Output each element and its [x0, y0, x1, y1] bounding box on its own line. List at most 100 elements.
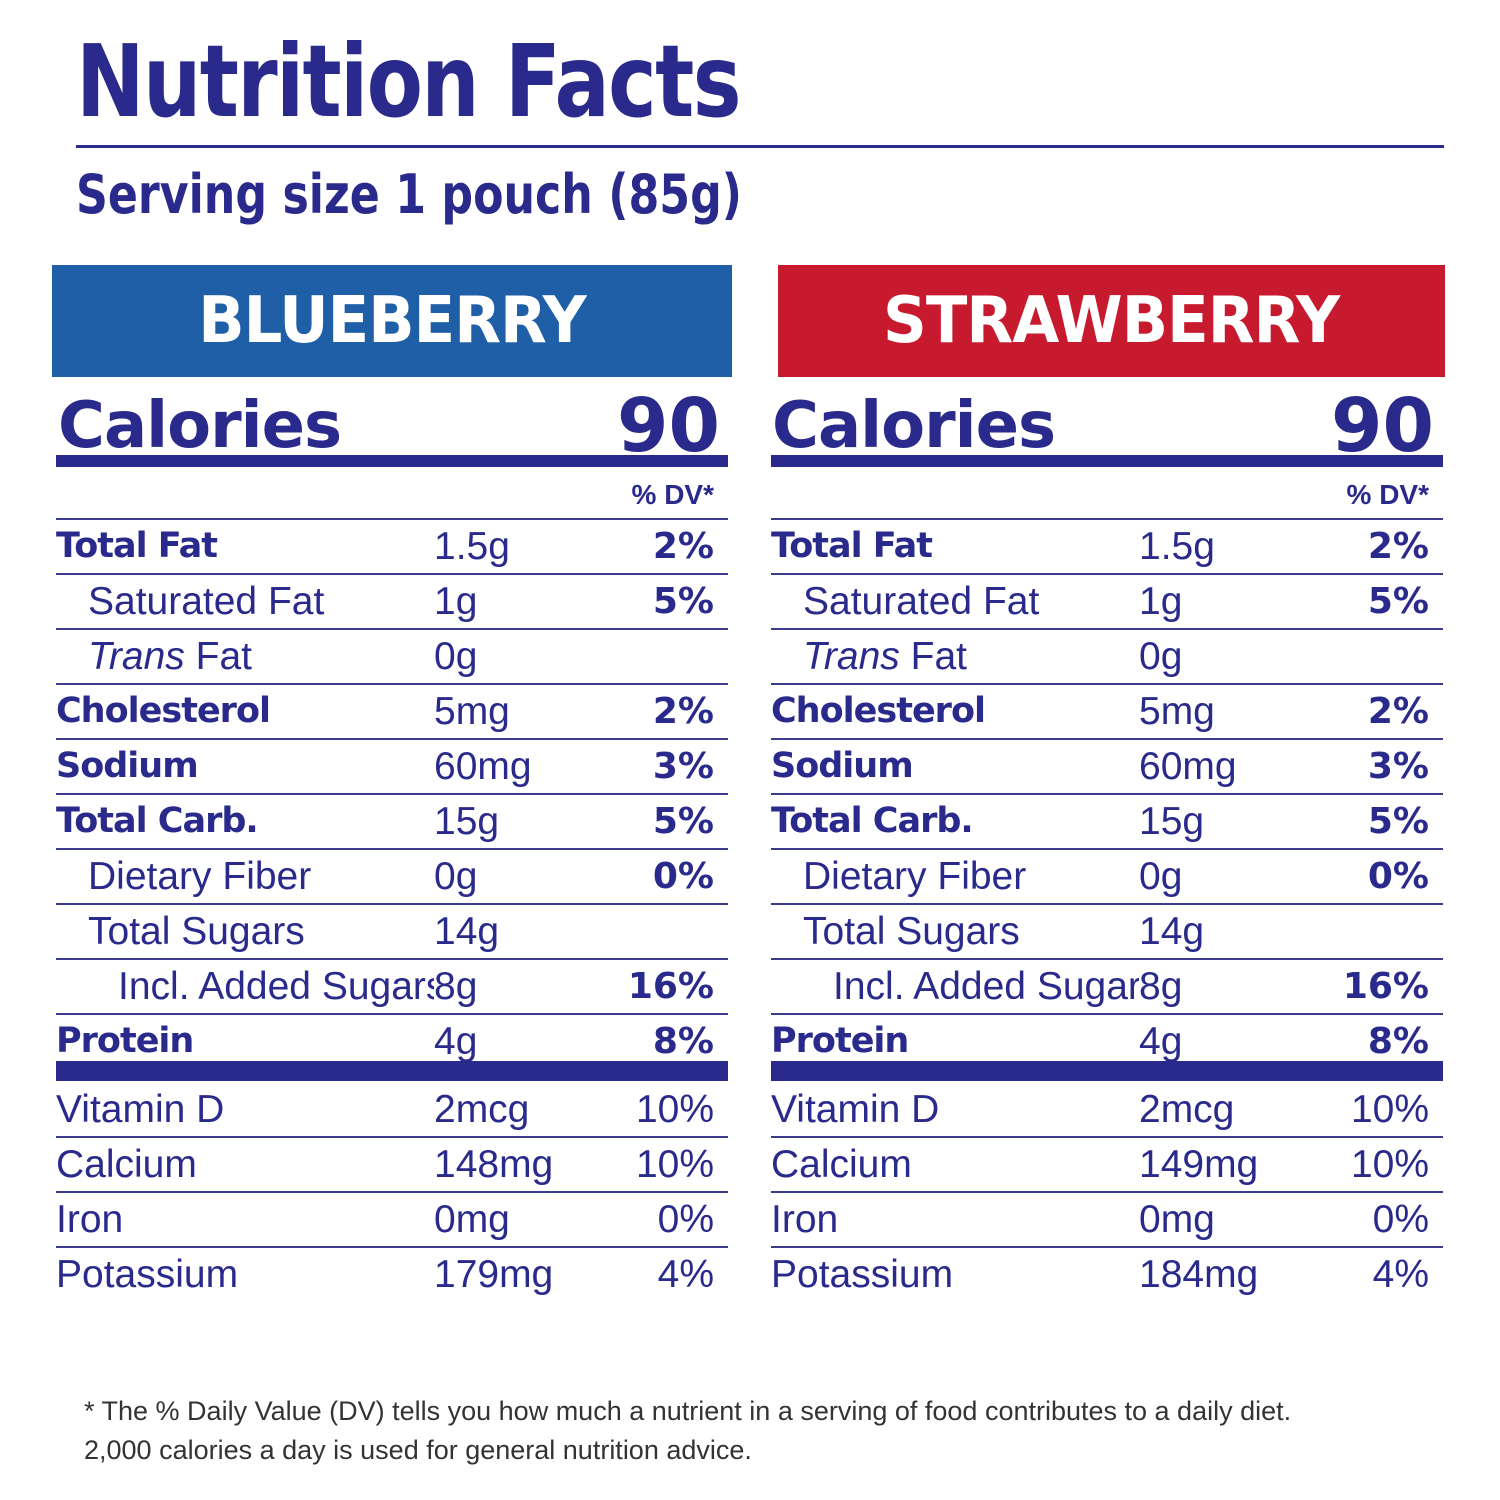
flavor-name: BLUEBERRY	[198, 284, 586, 358]
table-row: Total Sugars 14g	[771, 904, 1443, 960]
nutrient-name: Saturated Fat	[56, 574, 434, 630]
nutrient-amount: 0g	[1139, 849, 1313, 905]
vitamin-dv: 10%	[1313, 1083, 1443, 1138]
vitamin-amount: 0mg	[1139, 1192, 1313, 1248]
nutrient-dv: 16%	[598, 959, 728, 1015]
vitamin-name: Calcium	[771, 1137, 1139, 1193]
vitamin-amount: 184mg	[1139, 1253, 1259, 1296]
nutrient-dv: 0%	[1313, 849, 1443, 905]
flavor-header-strawberry: STRAWBERRY	[778, 265, 1445, 377]
table-row: Vitamin D 2mcg 10%	[771, 1083, 1443, 1138]
nutrient-name: Cholesterol	[771, 684, 1139, 740]
nutrient-name: Sodium	[56, 739, 434, 795]
nutrient-amount: 60mg	[1139, 739, 1313, 795]
vitamin-amount: 2mcg	[1139, 1083, 1313, 1138]
flavor-header-blueberry: BLUEBERRY	[52, 265, 732, 377]
table-row: Incl. Added Sugars 8g 16%	[771, 959, 1443, 1015]
table-row: Saturated Fat 1g 5%	[771, 574, 1443, 630]
table-row: Dietary Fiber 0g 0%	[56, 849, 728, 905]
vitamin-name: Vitamin D	[56, 1083, 434, 1138]
calories-divider	[56, 455, 728, 467]
nutrient-dv: 3%	[598, 739, 728, 795]
vitamin-name: Calcium	[56, 1137, 434, 1193]
nutrient-dv	[598, 904, 728, 960]
table-row: Vitamin D 2mcg 10%	[56, 1083, 728, 1138]
nutrient-amount: 0g	[1139, 629, 1313, 685]
nutrient-dv: 16%	[1313, 959, 1443, 1015]
nutrient-amount: 60mg	[434, 739, 598, 795]
nutrient-table: Total Fat 1.5g 2% Saturated Fat 1g 5% Tr…	[771, 520, 1443, 1068]
nutrient-amount: 5mg	[434, 684, 598, 740]
nutrient-dv	[1313, 629, 1443, 685]
calories-row: Calories 90	[772, 377, 1434, 469]
vitamin-name: Potassium	[771, 1253, 954, 1296]
nutrient-name: Total Carb.	[56, 794, 434, 850]
dv-header: % DV*	[631, 479, 714, 510]
footnote-line-1: * The % Daily Value (DV) tells you how m…	[84, 1396, 1292, 1426]
nutrient-amount: 0g	[434, 849, 598, 905]
nutrient-name: Trans Fat	[771, 629, 1139, 685]
nutrient-name: Total Sugars	[771, 904, 1139, 960]
flavor-name: STRAWBERRY	[883, 284, 1340, 358]
nutrient-name: Incl. Added Sugars	[771, 959, 1139, 1015]
nutrient-name: Cholesterol	[56, 684, 434, 740]
nutrient-dv: 5%	[1313, 574, 1443, 630]
dv-header-divider	[56, 518, 728, 520]
table-row: Sodium 60mg 3%	[56, 739, 728, 795]
calories-row: Calories 90	[58, 377, 720, 469]
nutrient-name: Incl. Added Sugars	[56, 959, 434, 1015]
nutrient-amount: 1.5g	[1139, 520, 1313, 575]
calories-label: Calories	[772, 389, 1056, 463]
calories-value: 90	[1331, 383, 1434, 469]
table-row: Trans Fat 0g	[56, 629, 728, 685]
nutrient-name: Total Carb.	[771, 794, 1139, 850]
vitamin-name: Iron	[56, 1192, 434, 1248]
nutrient-dv: 5%	[1313, 794, 1443, 850]
vitamin-dv: 0%	[1313, 1192, 1443, 1248]
dv-header-divider	[771, 518, 1443, 520]
nutrient-amount: 1.5g	[434, 520, 598, 575]
nutrient-dv: 5%	[598, 574, 728, 630]
table-row: Sodium 60mg 3%	[771, 739, 1443, 795]
nutrient-name: Total Sugars	[56, 904, 434, 960]
vitamin-table: Vitamin D 2mcg 10% Calcium 148mg 10% Iro…	[56, 1083, 728, 1301]
nutrient-dv: 2%	[1313, 520, 1443, 575]
nutrient-amount: 4g	[1139, 1020, 1183, 1063]
table-row: Protein 4g 8%	[56, 1014, 728, 1068]
nutrient-name: Saturated Fat	[771, 574, 1139, 630]
nutrient-dv: 8%	[652, 1021, 714, 1062]
table-row: Cholesterol 5mg 2%	[56, 684, 728, 740]
footnote-line-2: 2,000 calories a day is used for general…	[84, 1435, 752, 1465]
nutrient-amount: 15g	[1139, 794, 1313, 850]
nutrient-amount: 0g	[434, 629, 598, 685]
vitamin-amount: 2mcg	[434, 1083, 598, 1138]
nutrient-dv	[1313, 904, 1443, 960]
table-row: Total Carb. 15g 5%	[771, 794, 1443, 850]
vitamin-dv: 10%	[1313, 1137, 1443, 1193]
dv-footnote: * The % Daily Value (DV) tells you how m…	[84, 1392, 1384, 1470]
title-divider	[76, 145, 1444, 148]
dv-header: % DV*	[1346, 479, 1429, 510]
vitamin-amount: 149mg	[1139, 1137, 1313, 1193]
vitamin-amount: 179mg	[434, 1253, 554, 1296]
vitamin-name: Vitamin D	[771, 1083, 1139, 1138]
vitamins-divider	[56, 1061, 728, 1081]
nutrient-dv: 2%	[1313, 684, 1443, 740]
nutrient-amount: 5mg	[1139, 684, 1313, 740]
table-row: Potassium 179mg 4%	[56, 1247, 728, 1301]
nutrient-amount: 1g	[1139, 574, 1313, 630]
vitamin-dv: 4%	[1372, 1253, 1429, 1296]
nutrient-amount: 15g	[434, 794, 598, 850]
nutrient-name: Total Fat	[771, 520, 1139, 575]
nutrient-name: Dietary Fiber	[771, 849, 1139, 905]
trans-italic: Trans	[88, 635, 185, 678]
trans-fat-label: Fat	[184, 635, 252, 678]
vitamin-amount: 148mg	[434, 1137, 598, 1193]
table-row: Iron 0mg 0%	[771, 1192, 1443, 1248]
nutrient-dv: 3%	[1313, 739, 1443, 795]
table-row: Total Sugars 14g	[56, 904, 728, 960]
nutrient-dv: 2%	[598, 520, 728, 575]
nutrient-amount: 4g	[434, 1020, 478, 1063]
trans-italic: Trans	[803, 635, 900, 678]
nutrient-amount: 14g	[1139, 904, 1313, 960]
